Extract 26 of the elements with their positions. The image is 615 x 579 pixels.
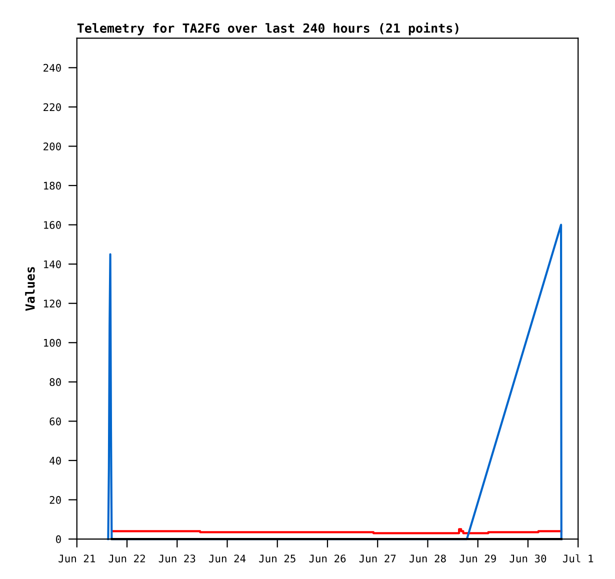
y-tick-label: 120 <box>44 300 61 308</box>
y-axis-title: Values <box>25 267 35 311</box>
x-tick-label: Jun 30 <box>510 554 546 562</box>
x-tick-label: Jul 1 <box>562 554 594 562</box>
x-tick-label: Jun 23 <box>158 554 196 562</box>
y-tick-label: 140 <box>44 260 61 268</box>
x-tick-label: Jun 25 <box>259 554 296 562</box>
y-tick-label: 20 <box>50 496 61 504</box>
y-tick-label: 220 <box>44 103 61 112</box>
y-tick-label: 180 <box>44 182 61 190</box>
y-tick-label: 0 <box>56 535 61 544</box>
x-tick-label: Jun 26 <box>309 554 346 562</box>
x-tick-label: Jun 28 <box>409 554 446 562</box>
x-tick-label: Jun 29 <box>460 554 496 562</box>
y-tick-label: 160 <box>44 221 61 229</box>
x-tick-label: Jun 22 <box>108 554 145 562</box>
x-tick-label: Jun 24 <box>208 554 246 562</box>
y-tick-label: 240 <box>44 64 61 72</box>
x-tick-label: Jun 27 <box>359 554 396 562</box>
y-tick-label: 200 <box>44 142 61 150</box>
y-tick-label: 100 <box>44 338 61 347</box>
y-tick-label: 80 <box>50 378 61 386</box>
y-tick-label: 60 <box>50 417 61 426</box>
chart-title: Telemetry for TA2FG over last 240 hours (21 points) <box>77 22 458 36</box>
x-tick-label: Jun 21 <box>58 554 95 562</box>
y-tick-label: 40 <box>50 456 61 465</box>
